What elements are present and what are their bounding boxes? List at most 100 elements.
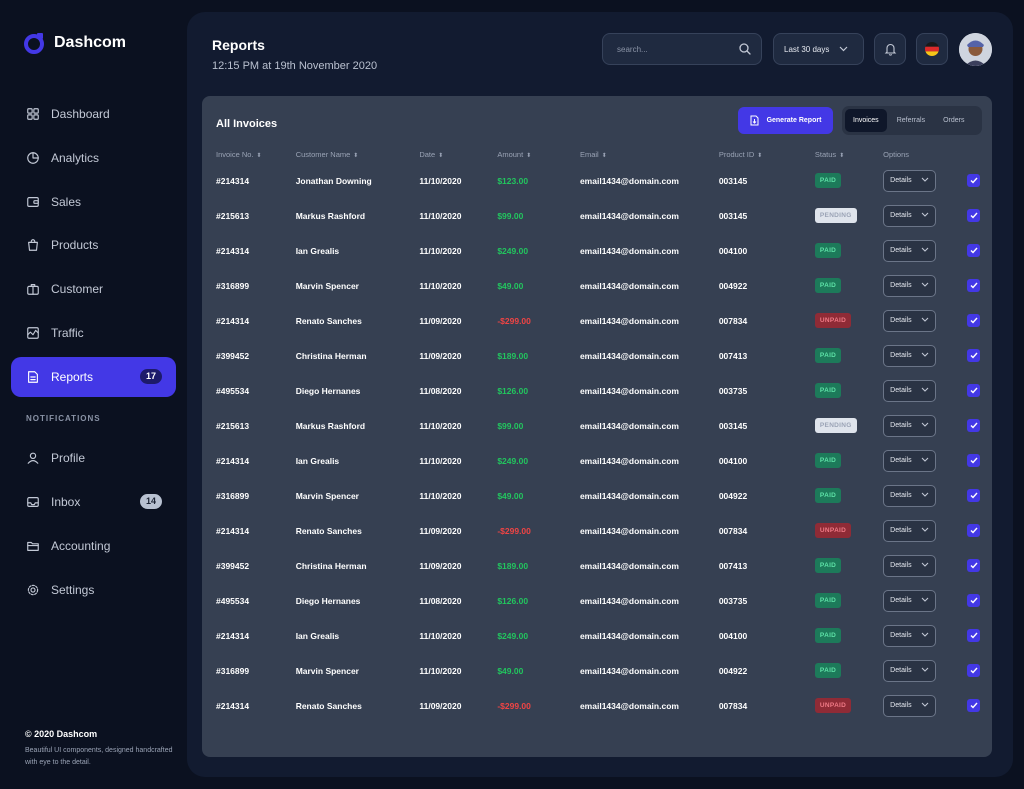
notifications-button[interactable] [874,33,906,65]
details-dropdown[interactable]: Details [883,274,937,297]
gear-icon [25,582,41,598]
app-name: Dashcom [54,34,127,51]
sidebar-item-products[interactable]: Products [11,225,176,265]
column-header[interactable]: Product ID ⬍ [719,146,815,163]
row-checkbox[interactable] [967,699,981,712]
row-checkbox[interactable] [967,174,981,187]
table-row[interactable]: #214314 Renato Sanches 11/09/2020 -$299.00 e… [216,688,992,723]
details-dropdown[interactable]: Details [883,624,937,647]
wallet-icon [27,196,39,207]
row-checkbox[interactable] [967,349,981,362]
date-range-select[interactable]: Last 30 days [773,33,864,65]
row-checkbox[interactable] [967,489,981,502]
sidebar-item-traffic[interactable]: Traffic [11,313,176,353]
generate-report-button[interactable]: Generate Report [738,107,833,134]
details-dropdown[interactable]: Details [883,554,937,577]
table-row[interactable]: #316899 Marvin Spencer 11/10/2020 $49.00 ema… [216,268,992,303]
chevron-down-icon [921,422,929,429]
table-row[interactable]: #214314 Ian Grealis 11/10/2020 $249.00 email… [216,233,992,268]
tab-referrals[interactable]: Referrals [896,117,926,124]
language-button[interactable] [916,33,948,65]
details-label: Details [890,247,912,254]
row-checkbox[interactable] [967,314,981,327]
row-checkbox[interactable] [967,244,981,257]
chevron-down-icon [921,702,929,709]
row-checkbox[interactable] [967,524,981,537]
details-dropdown[interactable]: Details [883,414,937,437]
sidebar-item-analytics[interactable]: Analytics [11,138,176,178]
tab-orders[interactable]: Orders [943,117,965,124]
invoice-date: 11/10/2020 [419,280,462,291]
details-dropdown[interactable]: Details [883,204,937,227]
column-header[interactable]: Email ⬍ [580,146,719,163]
details-dropdown[interactable]: Details [883,589,937,612]
sidebar-item-settings[interactable]: Settings [11,570,176,610]
column-header-select [967,146,992,163]
table-row[interactable]: #399452 Christina Herman 11/09/2020 $189.00… [216,338,992,373]
details-dropdown[interactable]: Details [883,169,937,192]
table-row[interactable]: #214314 Ian Grealis 11/10/2020 $249.00 email… [216,443,992,478]
options-cell: Details [883,653,967,688]
sidebar-item-accounting[interactable]: Accounting [11,526,176,566]
table-row[interactable]: #214314 Jonathan Downing 11/10/2020 $123.00… [216,163,992,198]
column-header[interactable]: Date ⬍ [419,146,497,163]
row-checkbox[interactable] [967,384,981,397]
select-cell [967,163,992,198]
sort-icon[interactable]: ⬍ [601,153,607,159]
row-checkbox[interactable] [967,209,981,222]
row-checkbox[interactable] [967,559,981,572]
column-header[interactable]: Customer Name ⬍ [296,146,420,163]
table-row[interactable]: #316899 Marvin Spencer 11/10/2020 $49.00 ema… [216,653,992,688]
briefcase-icon [25,281,41,297]
details-dropdown[interactable]: Details [883,659,937,682]
details-dropdown[interactable]: Details [883,239,937,262]
logo[interactable]: Dashcom [23,32,126,54]
tab-invoices[interactable]: Invoices [845,109,887,132]
sidebar-item-inbox[interactable]: Inbox 14 [11,482,176,522]
row-checkbox[interactable] [967,279,981,292]
details-dropdown[interactable]: Details [883,484,937,507]
details-dropdown[interactable]: Details [883,519,937,542]
search-icon[interactable] [739,43,751,55]
sidebar-item-reports[interactable]: Reports 17 [11,356,176,397]
sort-icon[interactable]: ⬍ [839,153,845,159]
table-row[interactable]: #214314 Ian Grealis 11/10/2020 $249.00 email… [216,618,992,653]
details-dropdown[interactable]: Details [883,379,937,402]
table-row[interactable]: #215613 Markus Rashford 11/10/2020 $99.00 em… [216,198,992,233]
column-header[interactable]: Amount ⬍ [497,146,580,163]
table-row[interactable]: #495534 Diego Hernanes 11/08/2020 $126.00 em… [216,373,992,408]
details-dropdown[interactable]: Details [883,309,937,332]
row-checkbox[interactable] [967,594,981,607]
sidebar-item-customer[interactable]: Customer [11,269,176,309]
product-id: 007834 [718,315,748,326]
row-checkbox[interactable] [967,419,981,432]
check-icon [970,387,978,394]
row-checkbox[interactable] [967,629,981,642]
sort-icon[interactable]: ⬍ [757,153,763,159]
sort-icon[interactable]: ⬍ [256,153,262,159]
details-dropdown[interactable]: Details [883,694,937,717]
details-dropdown[interactable]: Details [883,449,937,472]
column-header[interactable]: Invoice No. ⬍ [216,146,296,163]
table-row[interactable]: #316899 Marvin Spencer 11/10/2020 $49.00 ema… [216,478,992,513]
sidebar-item-profile[interactable]: Profile [11,438,176,478]
table-row[interactable]: #215613 Markus Rashford 11/10/2020 $99.00 em… [216,408,992,443]
sort-icon[interactable]: ⬍ [438,153,444,159]
search-input[interactable] [617,44,739,54]
table-row[interactable]: #495534 Diego Hernanes 11/08/2020 $126.00 em… [216,583,992,618]
invoice-number: #214314 [216,630,250,641]
row-checkbox[interactable] [967,454,981,467]
sort-icon[interactable]: ⬍ [526,153,532,159]
sort-icon[interactable]: ⬍ [353,153,359,159]
sidebar-item-sales[interactable]: Sales [11,182,176,222]
table-row[interactable]: #214314 Renato Sanches 11/09/2020 -$299.00 e… [216,513,992,548]
user-avatar[interactable] [959,33,992,66]
details-dropdown[interactable]: Details [883,344,937,367]
table-row[interactable]: #399452 Christina Herman 11/09/2020 $189.00… [216,548,992,583]
customer-email: email1434@domain.com [579,595,679,606]
customer-email: email1434@domain.com [579,420,679,431]
table-row[interactable]: #214314 Renato Sanches 11/09/2020 -$299.00 e… [216,303,992,338]
sidebar-item-dashboard[interactable]: Dashboard [11,94,176,134]
row-checkbox[interactable] [967,664,981,677]
user-icon [27,452,39,465]
